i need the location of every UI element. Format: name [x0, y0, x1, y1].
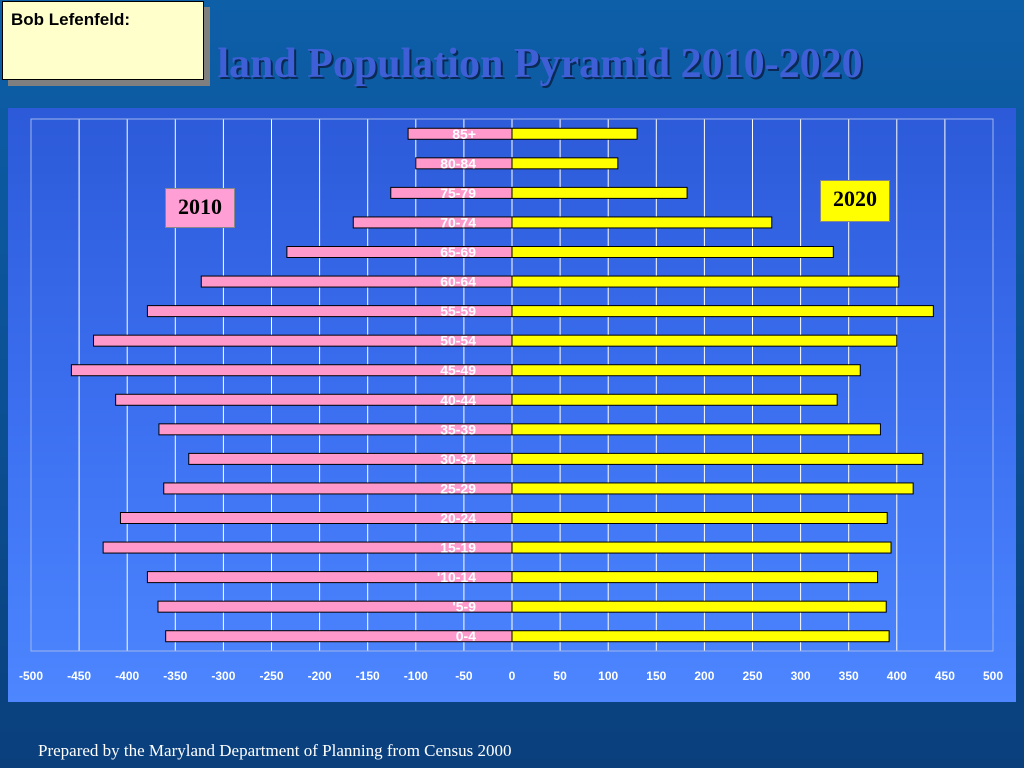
category-label: 40-44	[440, 392, 476, 408]
category-label: 75-79	[440, 185, 476, 201]
x-tick-label: 150	[646, 669, 666, 683]
bar-2020	[511, 216, 773, 229]
bar-2020	[511, 246, 834, 258]
bar-2010	[286, 246, 513, 258]
x-tick-label: 50	[553, 669, 567, 683]
category-label: 60-64	[440, 274, 476, 290]
category-label: 20-24	[440, 510, 476, 526]
x-tick-label: -250	[259, 669, 283, 683]
x-tick-label: 100	[598, 669, 618, 683]
x-tick-label: 350	[839, 669, 859, 683]
footnote: Prepared by the Maryland Department of P…	[38, 741, 512, 760]
category-label: '5-9	[452, 599, 476, 615]
bar-2020	[511, 127, 638, 140]
category-label: '10-14	[437, 569, 476, 585]
x-tick-label: -50	[455, 669, 473, 683]
category-label: 35-39	[440, 421, 476, 437]
category-label: 0-4	[456, 628, 476, 644]
bar-2020	[511, 571, 879, 584]
x-tick-label: 200	[694, 669, 714, 683]
bar-2020	[511, 600, 887, 613]
bar-2020	[511, 305, 934, 318]
category-label: 30-34	[440, 451, 476, 467]
bar-2020	[511, 482, 914, 495]
bar-2020	[511, 275, 900, 288]
x-tick-label: 500	[983, 669, 1003, 683]
x-tick-label: -350	[163, 669, 187, 683]
category-label: 50-54	[440, 333, 476, 349]
bar-2020	[511, 186, 688, 199]
x-tick-label: 450	[935, 669, 955, 683]
category-label: 65-69	[440, 244, 476, 260]
bar-2020	[511, 630, 890, 643]
comment-author: Bob Lefenfeld:	[11, 10, 130, 29]
x-tick-label: 300	[791, 669, 811, 683]
population-pyramid-chart: 85+ 80-84 75-79 70-74 65-69 60-64 55-59 50-54 45…	[19, 118, 1003, 683]
plot-border	[30, 118, 994, 652]
bar-2020	[511, 157, 619, 170]
series-label-2010: 2010	[165, 188, 235, 228]
bar-2020	[511, 512, 888, 524]
x-tick-label: 400	[887, 669, 907, 683]
series-label-2020: 2020	[820, 180, 890, 222]
x-tick-label: 0	[509, 669, 516, 683]
bar-2010	[352, 216, 513, 229]
bar-2020	[511, 364, 861, 377]
x-tick-label: -500	[19, 669, 43, 683]
x-tick-label: -300	[211, 669, 235, 683]
category-label: 70-74	[440, 214, 476, 230]
comment-note[interactable]: Bob Lefenfeld:	[2, 1, 204, 80]
category-label: 80-84	[440, 155, 476, 171]
category-label: 85+	[452, 126, 476, 142]
bar-2020	[511, 423, 881, 436]
x-tick-label: -450	[67, 669, 91, 683]
category-label: 45-49	[440, 362, 476, 378]
x-tick-label: -200	[308, 669, 332, 683]
category-label: 55-59	[440, 303, 476, 319]
x-tick-label: -100	[404, 669, 428, 683]
category-label: 15-19	[440, 540, 476, 556]
x-tick-label: 250	[742, 669, 762, 683]
slide-title: land Population Pyramid 2010-2020	[217, 41, 863, 87]
bar-2020	[511, 393, 838, 406]
bar-2020	[511, 452, 924, 465]
bar-2020	[511, 541, 892, 554]
category-label: 25-29	[440, 480, 476, 496]
x-tick-label: -150	[356, 669, 380, 683]
x-tick-label: -400	[115, 669, 139, 683]
bar-2020	[511, 334, 898, 347]
